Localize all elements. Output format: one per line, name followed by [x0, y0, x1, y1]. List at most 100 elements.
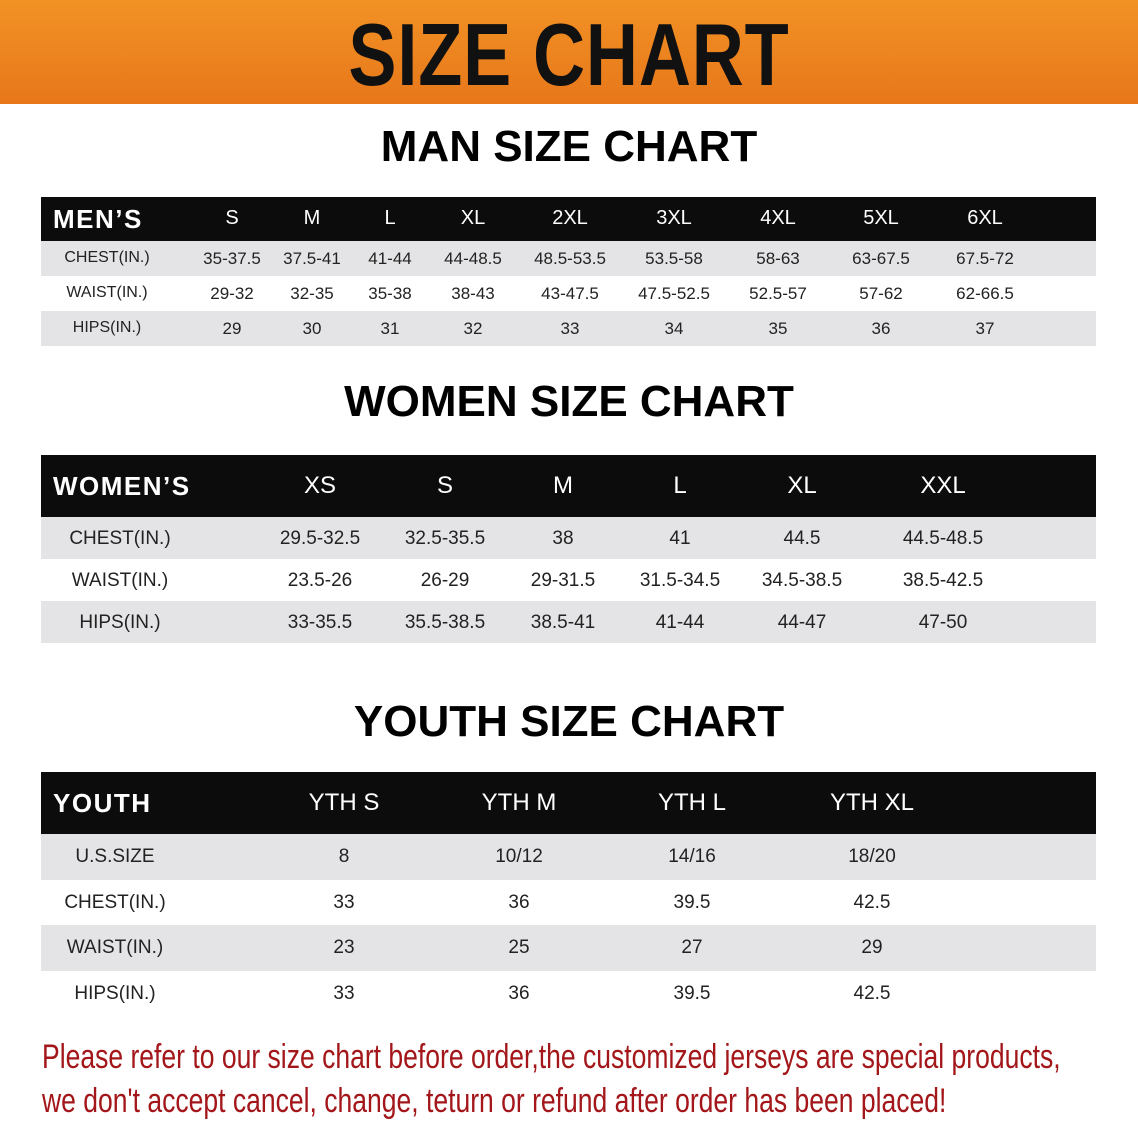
size-header-yth-s: YTH S — [308, 789, 380, 816]
table-cell: 31 — [380, 319, 400, 338]
notice-line-2: we don't accept cancel, change, teturn o… — [42, 1082, 947, 1120]
table-cell: 33 — [560, 319, 580, 338]
table-cell: 48.5-53.5 — [534, 249, 606, 268]
table-cell: 38.5-41 — [530, 611, 596, 633]
table-cell: 8 — [338, 846, 350, 868]
size-header-m: M — [553, 472, 573, 499]
table-cell: 29 — [861, 937, 883, 959]
row-label: WAIST(IN.) — [71, 569, 169, 591]
header-label: MEN’S — [53, 204, 143, 234]
table-cell: 29.5-32.5 — [279, 527, 361, 549]
row-label: CHEST(IN.) — [64, 891, 166, 913]
men-section-title: MAN SIZE CHART — [380, 122, 758, 171]
table-cell: 34.5-38.5 — [761, 569, 843, 591]
size-header-yth-xl: YTH XL — [829, 789, 915, 816]
banner: SIZE CHART — [0, 0, 1138, 104]
table-cell: 33 — [333, 891, 355, 913]
table-cell: 32-35 — [290, 284, 334, 303]
table-row: CHEST(IN.) 33 36 39.5 42.5 — [41, 880, 1096, 926]
table-cell: 38 — [552, 527, 574, 549]
table-cell: 41-44 — [655, 611, 705, 633]
row-label: HIPS(IN.) — [74, 982, 156, 1004]
table-cell: 39.5 — [673, 982, 711, 1004]
table-cell: 32 — [463, 319, 483, 338]
table-header: WOMEN’S XS S M L XL XXL — [41, 455, 1096, 517]
table-cell: 41 — [669, 527, 691, 549]
row-label: CHEST(IN.) — [64, 249, 150, 266]
size-header-yth-m: YTH M — [481, 789, 557, 816]
banner-title: SIZE CHART — [348, 5, 790, 104]
table-row: WAIST(IN.) 23.5-26 26-29 29-31.5 31.5-34.5 34… — [41, 559, 1096, 601]
table-cell: 35 — [768, 319, 788, 338]
table-cell: 44-48.5 — [444, 249, 502, 268]
table-cell: 29-32 — [210, 284, 254, 303]
table-cell: 38-43 — [451, 284, 495, 303]
table-header: YOUTH YTH S YTH M YTH L YTH XL — [41, 772, 1096, 834]
table-cell: 62-66.5 — [956, 284, 1014, 303]
table-cell: 42.5 — [853, 982, 891, 1004]
table-cell: 52.5-57 — [749, 284, 807, 303]
table-cell: 25 — [508, 937, 530, 959]
table-cell: 44.5 — [783, 527, 821, 549]
table-cell: 47.5-52.5 — [638, 284, 710, 303]
row-label: U.S.SIZE — [75, 846, 155, 868]
table-cell: 23.5-26 — [287, 569, 353, 591]
header-label: YOUTH — [53, 788, 152, 818]
table-cell: 34 — [664, 319, 684, 338]
table-cell: 39.5 — [673, 891, 711, 913]
table-cell: 36 — [508, 891, 530, 913]
table-row: U.S.SIZE 8 10/12 14/16 18/20 — [41, 834, 1096, 880]
table-cell: 42.5 — [853, 891, 891, 913]
row-label: HIPS(IN.) — [72, 319, 142, 336]
youth-size-table: YOUTH YTH S YTH M YTH L YTH XL U.S.SIZE 8 10/12… — [41, 772, 1096, 1017]
row-label: HIPS(IN.) — [79, 611, 161, 633]
size-header-6xl: 6XL — [967, 207, 1003, 229]
table-row: HIPS(IN.) 33-35.5 35.5-38.5 38.5-41 41-44 44-… — [41, 601, 1096, 643]
table-cell: 37 — [975, 319, 995, 338]
table-cell: 38.5-42.5 — [902, 569, 984, 591]
table-row: HIPS(IN.) 29 30 31 32 33 34 35 36 37 — [41, 311, 1096, 346]
table-cell: 29 — [222, 319, 242, 338]
table-cell: 33-35.5 — [287, 611, 353, 633]
table-cell: 47-50 — [918, 611, 968, 633]
table-cell: 43-47.5 — [541, 284, 599, 303]
table-cell: 67.5-72 — [956, 249, 1014, 268]
table-cell: 57-62 — [859, 284, 903, 303]
table-row: WAIST(IN.) 29-32 32-35 35-38 38-43 43-47.5 47.… — [41, 276, 1096, 311]
table-cell: 35-38 — [368, 284, 412, 303]
notice-line-1: Please refer to our size chart before or… — [42, 1038, 1061, 1076]
table-row: WAIST(IN.) 23 25 27 29 — [41, 925, 1096, 971]
size-header-m: M — [303, 207, 321, 229]
table-cell: 14/16 — [668, 846, 716, 868]
row-label: CHEST(IN.) — [69, 527, 171, 549]
table-row: CHEST(IN.) 35-37.5 37.5-41 41-44 44-48.5 48.5… — [41, 241, 1096, 276]
size-header-l: L — [384, 207, 396, 229]
table-cell: 36 — [871, 319, 891, 338]
size-header-s: S — [225, 207, 239, 229]
table-cell: 31.5-34.5 — [639, 569, 721, 591]
size-header-xxl: XXL — [920, 472, 966, 499]
table-cell: 26-29 — [420, 569, 470, 591]
size-header-xs: XS — [303, 472, 337, 499]
table-cell: 36 — [508, 982, 530, 1004]
row-label: WAIST(IN.) — [66, 284, 148, 301]
table-cell: 33 — [333, 982, 355, 1004]
size-header-xl: XL — [460, 207, 486, 229]
table-cell: 35-37.5 — [203, 249, 261, 268]
table-cell: 18/20 — [848, 846, 896, 868]
size-header-xl: XL — [787, 472, 817, 499]
size-header-4xl: 4XL — [760, 207, 796, 229]
table-cell: 30 — [302, 319, 322, 338]
size-header-3xl: 3XL — [656, 207, 692, 229]
table-cell: 41-44 — [368, 249, 412, 268]
table-cell: 10/12 — [495, 846, 543, 868]
table-cell: 63-67.5 — [852, 249, 910, 268]
table-row: CHEST(IN.) 29.5-32.5 32.5-35.5 38 41 44.5 44.5… — [41, 517, 1096, 559]
table-cell: 32.5-35.5 — [404, 527, 486, 549]
men-size-table: MEN’S S M L XL 2XL 3XL 4XL 5XL 6XL CHEST(IN.) 35-37… — [41, 197, 1096, 346]
table-cell: 27 — [681, 937, 703, 959]
size-header-l: L — [673, 472, 687, 499]
table-header: MEN’S S M L XL 2XL 3XL 4XL 5XL 6XL — [41, 197, 1096, 241]
table-cell: 58-63 — [756, 249, 800, 268]
size-header-5xl: 5XL — [863, 207, 899, 229]
